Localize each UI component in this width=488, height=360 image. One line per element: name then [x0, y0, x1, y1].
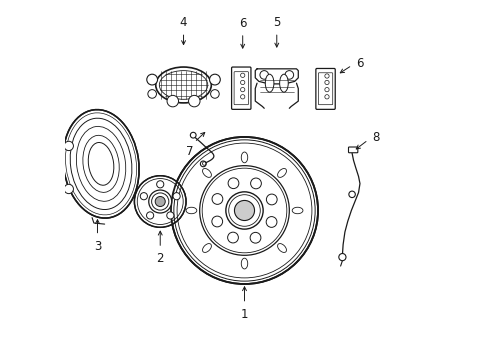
- Text: 7: 7: [186, 145, 193, 158]
- Circle shape: [227, 232, 238, 243]
- Text: 3: 3: [94, 240, 101, 253]
- Circle shape: [212, 194, 223, 204]
- Text: 5: 5: [272, 17, 280, 30]
- Ellipse shape: [277, 168, 286, 177]
- Text: 4: 4: [180, 17, 187, 30]
- Circle shape: [173, 193, 180, 200]
- FancyBboxPatch shape: [251, 65, 301, 110]
- Text: 8: 8: [371, 131, 378, 144]
- Circle shape: [140, 193, 147, 200]
- Circle shape: [234, 201, 254, 221]
- Ellipse shape: [292, 207, 303, 214]
- FancyBboxPatch shape: [315, 68, 335, 109]
- Circle shape: [146, 212, 153, 219]
- Circle shape: [348, 191, 355, 198]
- Circle shape: [225, 192, 263, 229]
- Ellipse shape: [185, 207, 196, 214]
- Circle shape: [265, 217, 276, 228]
- Circle shape: [227, 178, 238, 189]
- Ellipse shape: [279, 74, 287, 92]
- FancyBboxPatch shape: [348, 147, 357, 153]
- Circle shape: [188, 95, 200, 107]
- Circle shape: [64, 184, 73, 194]
- Circle shape: [266, 194, 277, 205]
- Text: 1: 1: [240, 308, 248, 321]
- Circle shape: [134, 176, 185, 227]
- Text: 6: 6: [356, 57, 363, 69]
- Text: 6: 6: [239, 17, 246, 30]
- FancyBboxPatch shape: [231, 67, 250, 109]
- Circle shape: [167, 95, 178, 107]
- Circle shape: [190, 132, 196, 138]
- Text: 2: 2: [156, 252, 163, 265]
- Circle shape: [155, 197, 165, 207]
- Circle shape: [166, 212, 174, 219]
- Circle shape: [250, 232, 261, 243]
- Circle shape: [146, 74, 157, 85]
- Ellipse shape: [202, 244, 211, 252]
- Circle shape: [209, 74, 220, 85]
- Circle shape: [148, 190, 171, 213]
- Circle shape: [171, 137, 317, 284]
- Circle shape: [260, 71, 268, 79]
- Ellipse shape: [155, 67, 211, 103]
- Circle shape: [250, 178, 261, 189]
- Ellipse shape: [277, 244, 286, 252]
- Circle shape: [210, 90, 219, 98]
- Circle shape: [64, 141, 73, 150]
- Circle shape: [211, 216, 222, 227]
- Ellipse shape: [241, 152, 247, 163]
- Circle shape: [156, 181, 163, 188]
- Circle shape: [147, 90, 156, 98]
- Ellipse shape: [241, 258, 247, 269]
- Ellipse shape: [202, 168, 211, 177]
- Circle shape: [285, 71, 293, 79]
- Ellipse shape: [63, 110, 139, 218]
- Ellipse shape: [265, 74, 273, 92]
- Circle shape: [200, 161, 206, 167]
- Circle shape: [338, 253, 346, 261]
